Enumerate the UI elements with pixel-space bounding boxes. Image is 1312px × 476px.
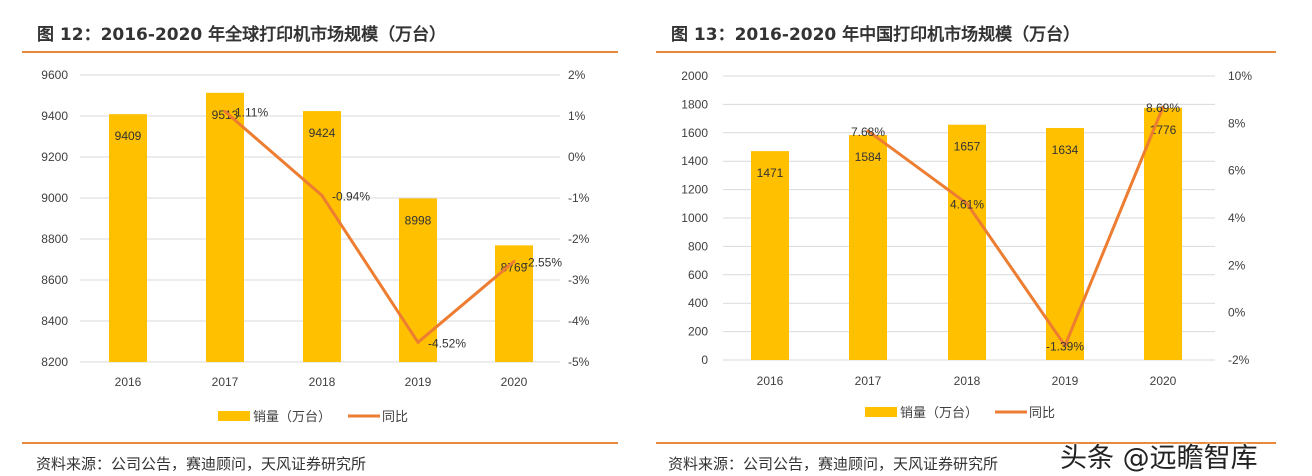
y-right-tick-label: 4%: [1228, 211, 1246, 225]
line-point-2020: [1161, 105, 1165, 109]
y-right-tick-label: 10%: [1228, 69, 1252, 83]
line-series-yoy: [867, 106, 1165, 348]
line-point-2018: [965, 202, 969, 206]
line-data-label: -0.94%: [332, 190, 370, 204]
x-tick-label: 2017: [855, 374, 882, 388]
bar-data-label: 8998: [405, 213, 432, 227]
y-right-tick-label: 2%: [568, 68, 586, 82]
line-point-2020: [512, 260, 516, 264]
y-right-tick-label: -1%: [568, 191, 590, 205]
y-left-tick-label: 1000: [681, 211, 708, 225]
y-left-tick-label: 9000: [41, 191, 68, 205]
bar-data-label: 9424: [309, 126, 336, 140]
bar-2017: [206, 92, 244, 363]
y-left-tick-label: 8200: [41, 355, 68, 369]
line-data-label: -4.52%: [428, 336, 466, 350]
y-left-tick-label: 400: [688, 296, 708, 310]
bar-data-label: 1471: [757, 166, 784, 180]
bar-data-label: 9409: [115, 129, 142, 143]
line-point-2019: [1063, 344, 1067, 348]
y-right-tick-label: 1%: [568, 109, 586, 123]
line-point-2019: [416, 340, 420, 344]
y-left-tick-label: 2000: [681, 69, 708, 83]
bar-2017: [849, 135, 887, 360]
bar-2016: [751, 151, 789, 360]
y-left-tick-label: 600: [688, 268, 708, 282]
line-point-2017: [866, 129, 870, 133]
y-right-tick-label: -2%: [568, 232, 590, 246]
source-note: 资料来源：公司公告，赛迪顾问，天风证券研究所: [36, 455, 367, 473]
y-left-tick-label: 1800: [681, 97, 708, 111]
legend-swatch-bar: [865, 407, 897, 417]
y-left-tick-label: 1200: [681, 183, 708, 197]
source-divider: [656, 442, 1276, 444]
y-right-tick-label: -3%: [568, 273, 590, 287]
y-right-tick-label: 0%: [1228, 306, 1246, 320]
y-left-tick-label: 8800: [41, 232, 68, 246]
x-tick-label: 2020: [1150, 374, 1177, 388]
line-data-label: -1.39%: [1046, 340, 1084, 354]
y-right-tick-label: 2%: [1228, 258, 1246, 272]
chart-title-china: 图 13：2016-2020 年中国打印机市场规模（万台）: [671, 25, 1081, 45]
bar-data-label: 8769: [501, 260, 528, 274]
y-right-tick-label: -2%: [1228, 353, 1250, 367]
legend-label-bar: 销量（万台）: [253, 409, 331, 424]
legend-swatch-bar: [218, 411, 250, 421]
y-left-tick-label: 8400: [41, 314, 68, 328]
bar-2018: [948, 124, 986, 361]
y-left-tick-label: 8600: [41, 273, 68, 287]
source-divider: [22, 442, 618, 444]
bar-2018: [303, 111, 341, 362]
source-note: 资料来源：公司公告，赛迪顾问，天风证券研究所: [668, 455, 999, 473]
title-divider: [22, 51, 618, 53]
y-right-tick-label: 0%: [568, 150, 586, 164]
bar-2020: [1144, 107, 1182, 360]
x-tick-label: 2016: [115, 375, 142, 389]
line-data-label: 8.69%: [1146, 101, 1180, 115]
y-right-tick-label: 6%: [1228, 164, 1246, 178]
y-right-tick-label: -4%: [568, 314, 590, 328]
bar-2019: [399, 198, 437, 362]
x-tick-label: 2019: [405, 375, 432, 389]
y-left-tick-label: 800: [688, 239, 708, 253]
y-left-tick-label: 9400: [41, 109, 68, 123]
y-left-tick-label: 1600: [681, 126, 708, 140]
line-data-label: -2.55%: [524, 256, 562, 270]
line-point-2018: [320, 194, 324, 198]
bar-2020: [495, 245, 533, 362]
x-tick-label: 2019: [1052, 374, 1079, 388]
line-series-yoy: [224, 110, 515, 344]
legend-label-bar: 销量（万台）: [900, 405, 978, 420]
y-left-tick-label: 1400: [681, 154, 708, 168]
bar-2016: [109, 114, 147, 362]
y-left-tick-label: 200: [688, 325, 708, 339]
y-right-tick-label: -5%: [568, 355, 590, 369]
line-data-label: 7.68%: [851, 125, 885, 139]
bar-data-label: 1584: [855, 150, 882, 164]
y-left-tick-label: 9600: [41, 68, 68, 82]
y-left-tick-label: 9200: [41, 150, 68, 164]
title-divider: [656, 51, 1276, 53]
x-tick-label: 2018: [954, 374, 981, 388]
line-point-2017: [223, 109, 227, 113]
x-tick-label: 2020: [501, 375, 528, 389]
line-data-label: 4.61%: [950, 198, 984, 212]
chart-title-global: 图 12：2016-2020 年全球打印机市场规模（万台）: [37, 25, 447, 45]
bar-data-label: 1634: [1052, 143, 1079, 157]
x-tick-label: 2018: [309, 375, 336, 389]
bar-data-label: 1657: [954, 140, 981, 154]
legend-label-line: 同比: [382, 409, 408, 424]
y-right-tick-label: 8%: [1228, 116, 1246, 130]
line-data-label: 1.11%: [235, 105, 268, 119]
x-tick-label: 2017: [212, 375, 239, 389]
y-left-tick-label: 0: [701, 353, 708, 367]
watermark: 头条 @远瞻智库: [1060, 443, 1258, 474]
legend-label-line: 同比: [1029, 405, 1055, 420]
x-tick-label: 2016: [757, 374, 784, 388]
bar-2019: [1046, 127, 1084, 360]
